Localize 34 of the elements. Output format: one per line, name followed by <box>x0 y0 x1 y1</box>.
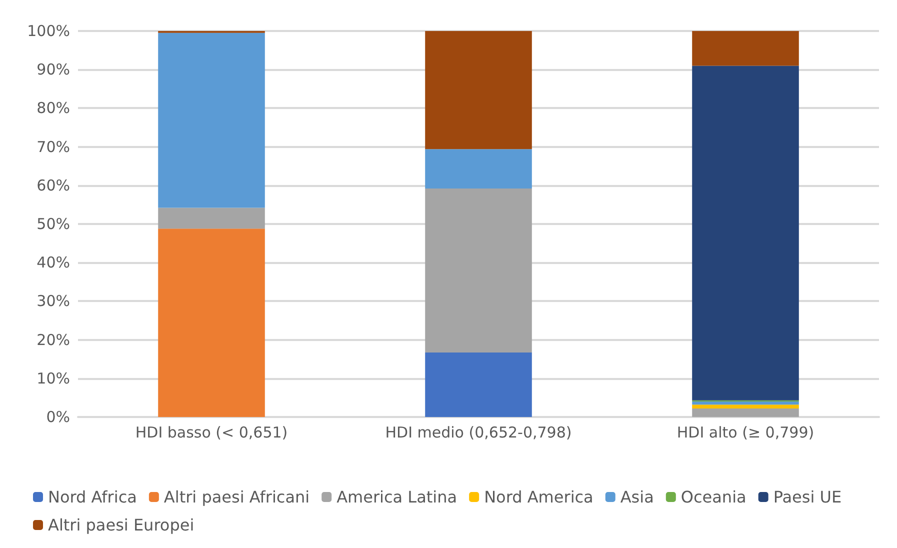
bar <box>692 66 799 400</box>
bar <box>692 402 799 405</box>
bar <box>158 228 265 417</box>
y-tick-label: 90% <box>36 60 70 79</box>
bar <box>692 404 799 409</box>
bar <box>425 149 532 188</box>
x-tick-label: HDI medio (0,652-0,798) <box>385 424 572 442</box>
y-tick-label: 0% <box>46 408 70 426</box>
y-tick-label: 60% <box>36 176 70 194</box>
x-tick-label: HDI basso (< 0,651) <box>135 424 288 442</box>
legend-label: Oceania <box>680 488 746 506</box>
y-tick-label: 20% <box>36 330 70 349</box>
legend-label: Nord America <box>484 488 594 506</box>
bar <box>425 352 532 417</box>
y-tick-label: 50% <box>36 215 70 233</box>
legend-label: Asia <box>620 488 654 506</box>
y-tick-label: 80% <box>36 99 70 118</box>
y-tick-label: 30% <box>36 292 70 310</box>
legend-label: America Latina <box>336 488 458 506</box>
y-tick-label: 70% <box>36 138 70 156</box>
bar <box>425 188 532 353</box>
bar <box>692 31 799 66</box>
legend-label: Nord Africa <box>48 488 137 506</box>
bar <box>692 408 799 417</box>
x-tick-label: HDI alto (≥ 0,799) <box>676 424 814 442</box>
bar <box>158 32 265 208</box>
legend-label: Paesi UE <box>773 488 842 506</box>
bar <box>425 31 532 150</box>
bar <box>158 208 265 229</box>
y-tick-label: 100% <box>27 22 70 40</box>
y-tick-label: 40% <box>36 254 70 272</box>
y-tick-label: 10% <box>36 369 70 388</box>
legend-label: Altri paesi Africani <box>164 488 310 506</box>
legend-label: Altri paesi Europei <box>48 516 194 534</box>
